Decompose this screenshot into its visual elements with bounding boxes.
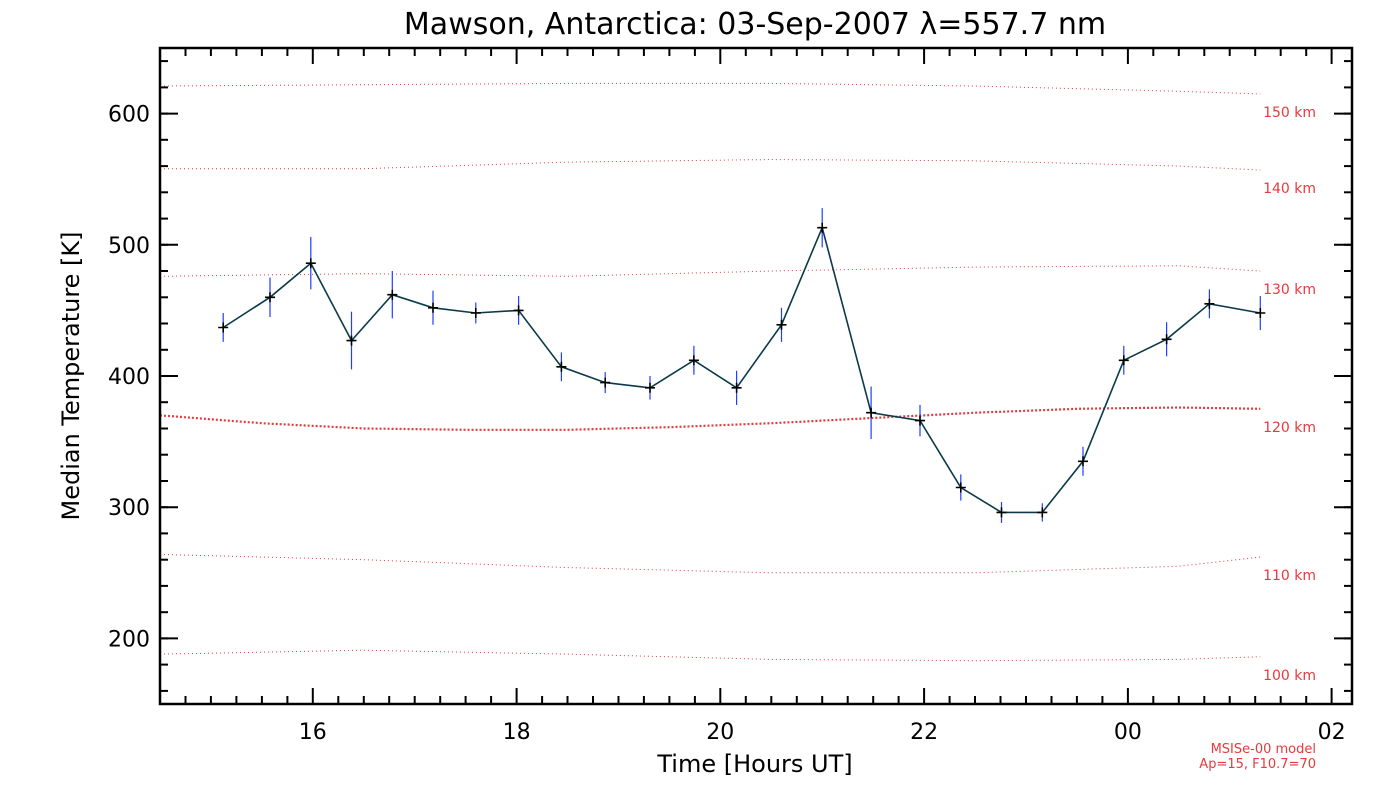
series-line — [222, 225, 1261, 514]
y-tick-label: 600 — [108, 103, 150, 128]
data-point — [218, 322, 229, 333]
altitude-label: 110 km — [1263, 568, 1316, 584]
y-tick-label: 300 — [108, 496, 150, 521]
data-point — [955, 482, 966, 493]
data-point — [1255, 308, 1266, 318]
model-altitude-lines — [159, 82, 1261, 662]
altitude-label: 120 km — [1263, 420, 1316, 436]
data-point — [513, 305, 524, 316]
model-note-line2: Ap=15, F10.7=70 — [1199, 757, 1316, 772]
y-tick-labels: 200 300 400 500 600 — [108, 103, 150, 653]
data-point — [600, 377, 611, 388]
model-line-130km — [159, 265, 1261, 277]
y-tick-label: 500 — [108, 234, 150, 259]
data-point — [996, 507, 1007, 518]
x-axis-label: Time [Hours UT] — [656, 750, 852, 778]
data-point — [346, 335, 357, 346]
x-tick-labels: 16 18 20 22 00 02 — [299, 720, 1346, 745]
x-tick-label: 20 — [706, 720, 734, 745]
x-tick-label: 00 — [1114, 720, 1142, 745]
data-point — [731, 382, 742, 393]
temperature-series — [218, 208, 1266, 523]
x-tick-label: 22 — [910, 720, 938, 745]
altitude-labels: 150 km 140 km 130 km 120 km 110 km 100 km — [1263, 105, 1316, 684]
x-tick-label: 16 — [299, 720, 327, 745]
altitude-label: 100 km — [1263, 668, 1316, 684]
data-point — [915, 415, 925, 426]
altitude-label: 150 km — [1263, 105, 1316, 121]
data-point — [265, 292, 275, 303]
x-tick-label: 18 — [503, 720, 531, 745]
data-point — [817, 222, 828, 233]
data-point — [1204, 298, 1215, 309]
data-point — [1118, 355, 1129, 366]
data-point — [428, 302, 438, 313]
data-point — [866, 407, 877, 418]
model-line-100km — [159, 649, 1261, 662]
x-tick-label: 02 — [1318, 720, 1346, 745]
model-line-150km — [160, 82, 1261, 95]
data-point — [305, 258, 316, 269]
plot-frame — [158, 46, 1354, 706]
model-line-120km — [159, 406, 1261, 431]
y-tick-label: 200 — [108, 627, 150, 652]
data-point — [470, 308, 481, 318]
chart-title: Mawson, Antarctica: 03-Sep-2007 λ=557.7 … — [404, 7, 1106, 42]
data-point — [776, 319, 787, 330]
data-point — [1078, 456, 1088, 467]
data-point — [556, 361, 567, 372]
data-point — [645, 382, 655, 393]
data-point — [688, 355, 699, 366]
model-note-line1: MSISe-00 model — [1211, 742, 1316, 757]
model-line-110km — [159, 553, 1261, 574]
data-point — [387, 289, 398, 300]
data-point — [1161, 334, 1172, 345]
model-line-140km — [160, 158, 1261, 171]
y-tick-label: 400 — [108, 365, 150, 390]
data-point — [1037, 507, 1048, 518]
altitude-label: 140 km — [1263, 181, 1316, 197]
axis-ticks — [159, 48, 1352, 704]
altitude-label: 130 km — [1263, 282, 1316, 298]
y-axis-label: Median Temperature [K] — [57, 231, 85, 520]
